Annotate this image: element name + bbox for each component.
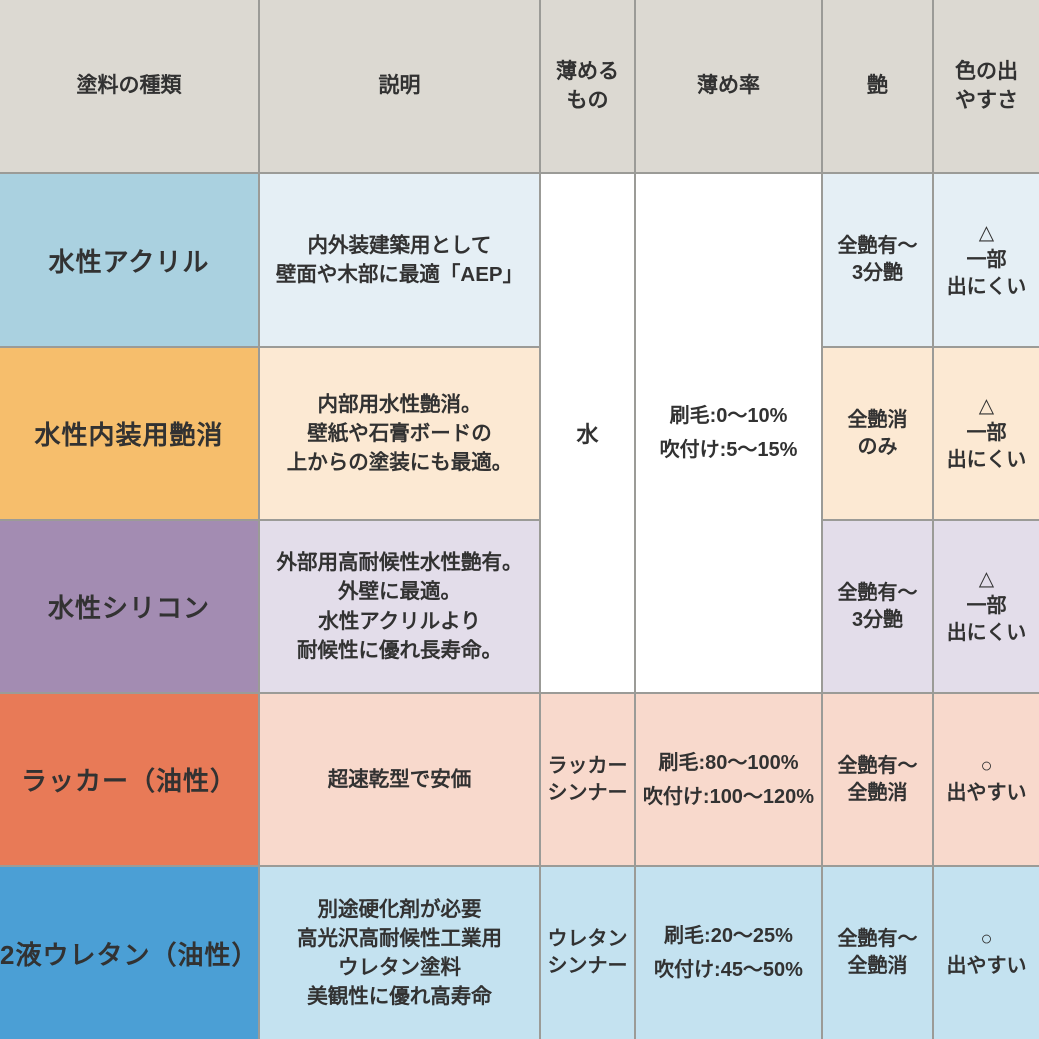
row-lacquer-type: ラッカー（油性） [0,694,258,865]
row-silicone-gloss: 全艶有〜 3分艶 [823,521,932,692]
merged-ratio-water-cell: 刷毛:0〜10% 吹付け:5〜15% [636,174,821,692]
header-cell-gloss: 艶 [823,0,932,172]
row-lacquer-color-ease: ○ 出やすい [934,694,1039,865]
header-cell-thinner: 薄める もの [541,0,634,172]
row-lacquer-ratio: 刷毛:80〜100% 吹付け:100〜120% [636,694,821,865]
row-interior-matte-type: 水性内装用艶消 [0,348,258,519]
header-cell-color-ease: 色の出 やすさ [934,0,1039,172]
row-interior-matte-description: 内部用水性艶消。 壁紙や石膏ボードの 上からの塗装にも最適。 [260,348,539,519]
row-urethane-color-ease: ○ 出やすい [934,867,1039,1039]
row-silicone-color-ease: △ 一部 出にくい [934,521,1039,692]
row-silicone-type: 水性シリコン [0,521,258,692]
row-acrylic-gloss: 全艶有〜 3分艶 [823,174,932,346]
row-interior-matte-color-ease: △ 一部 出にくい [934,348,1039,519]
header-cell-ratio: 薄め率 [636,0,821,172]
row-lacquer-thinner: ラッカー シンナー [541,694,634,865]
row-acrylic-type: 水性アクリル [0,174,258,346]
row-acrylic-color-ease: △ 一部 出にくい [934,174,1039,346]
row-urethane-gloss: 全艶有〜 全艶消 [823,867,932,1039]
row-interior-matte-gloss: 全艶消 のみ [823,348,932,519]
row-lacquer-description: 超速乾型で安価 [260,694,539,865]
row-lacquer-gloss: 全艶有〜 全艶消 [823,694,932,865]
merged-thinner-water-cell: 水 [541,174,634,692]
header-cell-paint-type: 塗料の種類 [0,0,258,172]
row-urethane-type: 2液ウレタン（油性） [0,867,258,1039]
row-urethane-thinner: ウレタン シンナー [541,867,634,1039]
row-urethane-description: 別途硬化剤が必要 高光沢高耐候性工業用 ウレタン塗料 美観性に優れ高寿命 [260,867,539,1039]
row-silicone-description: 外部用高耐候性水性艶有。 外壁に最適。 水性アクリルより 耐候性に優れ長寿命。 [260,521,539,692]
row-urethane-ratio: 刷毛:20〜25% 吹付け:45〜50% [636,867,821,1039]
header-cell-description: 説明 [260,0,539,172]
row-acrylic-description: 内外装建築用として 壁面や木部に最適「AEP」 [260,174,539,346]
